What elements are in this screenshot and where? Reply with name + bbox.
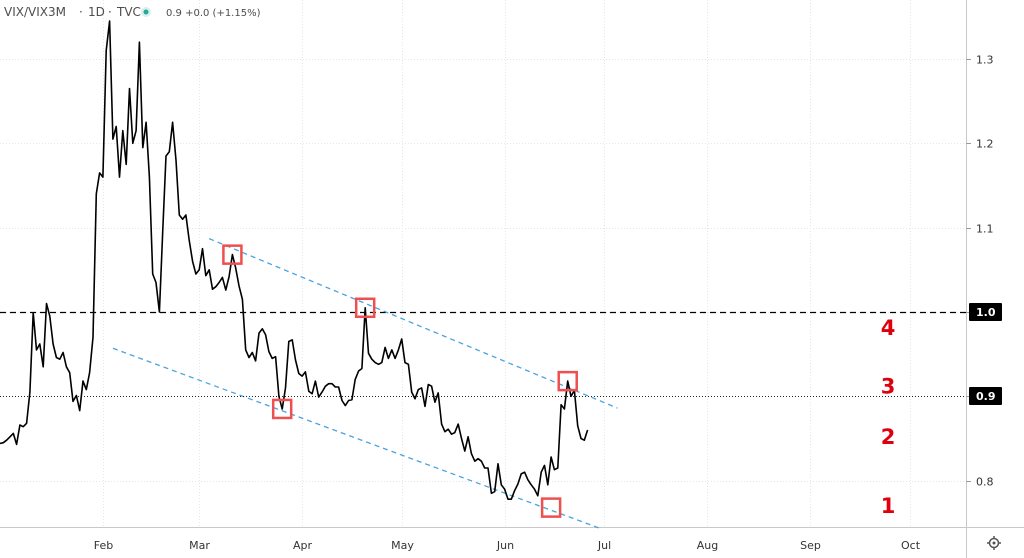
settings-gear-icon[interactable] (987, 536, 1001, 550)
price-line[interactable] (0, 20, 589, 500)
time-axis[interactable]: Feb Mar Apr May Jun Jul Aug Sep Oct (0, 527, 1024, 553)
marker-group (222, 244, 578, 518)
x-tick-label: Oct (901, 539, 921, 552)
highlight-box[interactable] (222, 244, 243, 265)
last-price-tag-bg (969, 387, 1002, 405)
trendline[interactable] (112, 347, 602, 530)
x-tick-label: Sep (800, 539, 821, 552)
x-tick-label: Apr (293, 539, 313, 552)
highlight-box[interactable] (540, 497, 562, 518)
y-tick-label: 0.8 (976, 476, 994, 489)
interval-label[interactable]: 1D (88, 5, 105, 19)
highlight-box[interactable] (354, 297, 376, 319)
separator-dot: · (79, 5, 83, 19)
x-tick-label: Jul (597, 539, 611, 552)
level-price-tag: 1.0 (976, 306, 996, 319)
annotation-label[interactable]: 3 (881, 374, 896, 398)
header-values: 0.9 +0.0 (+1.15%) (166, 8, 261, 19)
market-status-dot (143, 9, 149, 15)
annotation-label[interactable]: 1 (881, 494, 896, 518)
annotation-group: 4 3 2 1 (881, 316, 896, 518)
price-tag-group: 1.0 0.9 (969, 303, 1002, 405)
x-tick-label: Aug (697, 539, 718, 552)
source-label: TVC (116, 5, 141, 19)
x-tick-label: Mar (189, 539, 210, 552)
last-price-tag: 0.9 (976, 390, 996, 403)
x-tick-label: May (391, 539, 414, 552)
symbol-label[interactable]: VIX/VIX3M (4, 5, 66, 19)
chart-header: VIX/VIX3M · 1D · TVC 0.9 +0.0 (+1.15%) (4, 5, 261, 19)
trendline-group (0, 238, 966, 530)
trendline[interactable] (208, 238, 618, 409)
y-tick-label: 1.1 (976, 223, 994, 236)
highlight-box[interactable] (271, 398, 293, 420)
separator-dot: · (108, 5, 112, 19)
y-tick-label: 1.2 (976, 138, 994, 151)
y-tick-label: 1.3 (976, 54, 994, 67)
level-price-tag-bg (969, 303, 1002, 321)
x-tick-label: Jun (496, 539, 514, 552)
price-series-group (0, 20, 589, 500)
annotation-label[interactable]: 2 (881, 425, 896, 449)
annotation-label[interactable]: 4 (881, 316, 896, 340)
highlight-box[interactable] (557, 370, 578, 392)
x-tick-label: Feb (94, 539, 113, 552)
